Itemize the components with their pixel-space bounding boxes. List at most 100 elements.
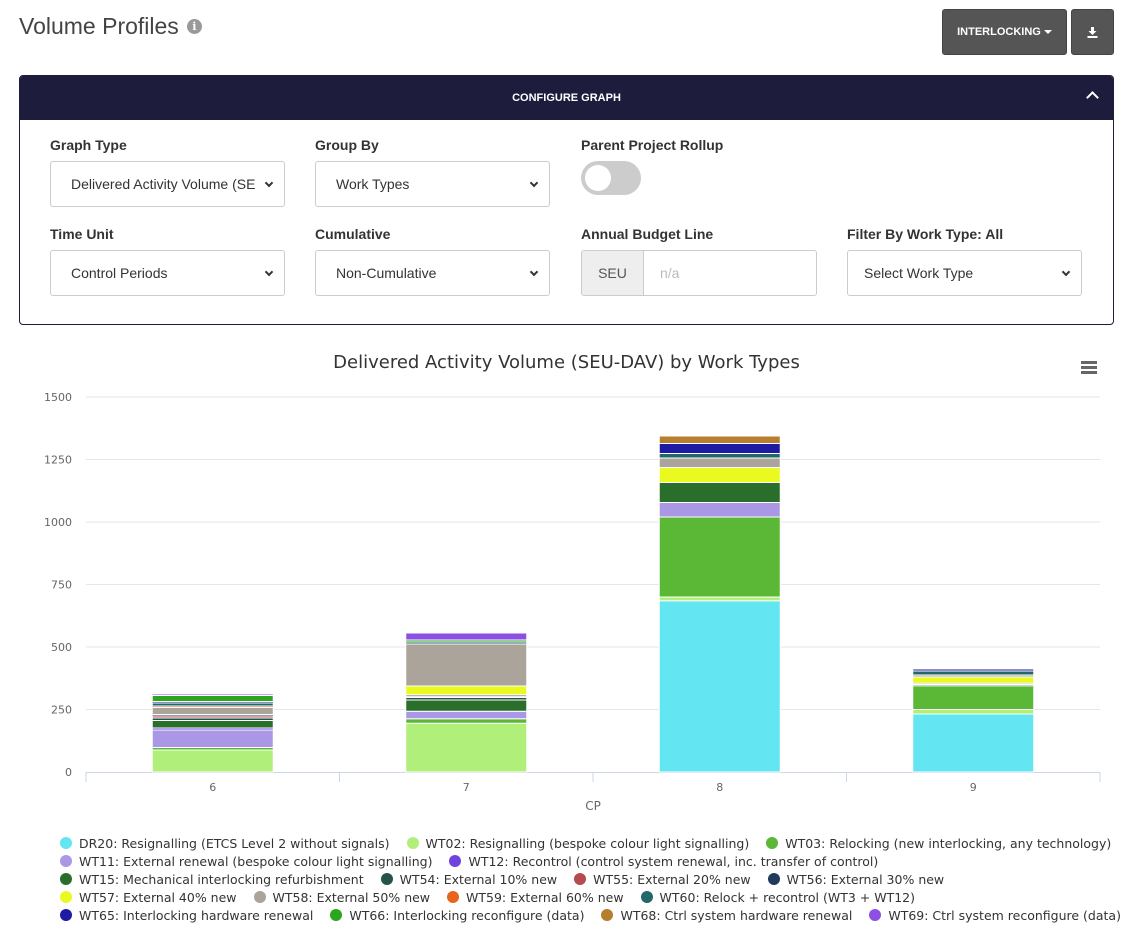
bar-segment: [405, 718, 528, 724]
interlocking-dropdown-button[interactable]: INTERLOCKING: [942, 9, 1067, 55]
legend-item[interactable]: WT66: Interlocking reconfigure (data): [330, 908, 584, 923]
legend-swatch: [253, 891, 266, 903]
legend-row: WT11: External renewal (bespoke colour l…: [60, 852, 1133, 870]
bar-segment: [658, 467, 781, 483]
group-by-field: Group By Work Types: [315, 137, 550, 207]
legend-item[interactable]: WT69: Ctrl system reconfigure (data): [869, 908, 1121, 923]
legend-label: WT55: External 20% new: [593, 871, 751, 887]
legend-item[interactable]: WT65: Interlocking hardware renewal: [60, 908, 313, 923]
legend-item[interactable]: WT03: Relocking (new interlocking, any t…: [766, 836, 1111, 851]
download-icon: [1087, 26, 1098, 38]
bar-segment: [151, 729, 274, 748]
parent-rollup-label: Parent Project Rollup: [581, 137, 724, 153]
chevron-down-icon: [1061, 267, 1071, 277]
legend-label: WT54: External 10% new: [399, 871, 558, 887]
legend-item[interactable]: WT57: External 40% new: [60, 890, 237, 905]
legend-swatch: [60, 837, 72, 849]
legend-item[interactable]: WT59: External 60% new: [447, 890, 624, 905]
bar-segment: [912, 685, 1035, 710]
graph-type-field: Graph Type Delivered Activity Volume (SE…: [50, 137, 285, 207]
legend-swatch: [330, 909, 343, 921]
legend-swatch: [574, 873, 587, 885]
budget-input[interactable]: n/a: [660, 265, 680, 281]
x-tick-label: 8: [716, 781, 723, 794]
bar-segment: [658, 482, 781, 503]
filter-work-type-value: Select Work Type: [864, 265, 974, 281]
parent-rollup-toggle[interactable]: [581, 161, 641, 195]
graph-type-label: Graph Type: [50, 137, 127, 153]
legend-swatch: [869, 909, 882, 921]
filter-work-type-label: Filter By Work Type: All: [847, 226, 1004, 242]
time-unit-label: Time Unit: [50, 226, 114, 242]
legend-item[interactable]: WT02: Resignalling (bespoke colour light…: [406, 835, 750, 851]
bar-segment: [151, 720, 274, 729]
legend-label: WT65: Interlocking hardware renewal: [79, 907, 314, 923]
group-by-select[interactable]: Work Types: [315, 161, 550, 207]
chevron-down-icon: [529, 178, 539, 188]
time-unit-value: Control Periods: [71, 265, 168, 281]
legend-label: WT11: External renewal (bespoke colour l…: [79, 853, 433, 869]
legend-swatch: [767, 873, 780, 885]
bar-segment: [151, 693, 274, 696]
bar-segment: [151, 707, 274, 715]
toggle-knob: [585, 165, 611, 191]
time-unit-field: Time Unit Control Periods: [50, 226, 285, 296]
chevron-up-icon[interactable]: [1086, 91, 1099, 104]
legend-item[interactable]: WT68: Ctrl system hardware renewal: [601, 908, 852, 923]
group-by-label: Group By: [315, 137, 379, 153]
stacked-bar-chart: 0 250 500 750 1000 1250 1500 6 7 8 9 CP: [44, 391, 1101, 813]
bar-segment: [912, 670, 1035, 676]
seu-addon: SEU: [582, 251, 644, 295]
legend-item[interactable]: WT60: Relock + recontrol (WT3 + WT12): [640, 890, 915, 905]
legend-label: WT58: External 50% new: [272, 889, 431, 905]
configure-graph-panel: CONFIGURE GRAPH Graph Type Delivered Act…: [19, 75, 1114, 325]
cumulative-field: Cumulative Non-Cumulative: [315, 226, 550, 296]
chevron-down-icon: [264, 267, 274, 277]
bar-segment: [658, 596, 781, 602]
legend-label: WT68: Ctrl system hardware renewal: [620, 907, 853, 923]
bar-segment: [405, 643, 528, 687]
legend-item[interactable]: WT54: External 10% new: [380, 871, 558, 887]
legend-swatch: [640, 891, 653, 903]
chart-title: Delivered Activity Volume (SEU-DAV) by W…: [333, 352, 800, 373]
legend-item[interactable]: WT11: External renewal (bespoke colour l…: [60, 854, 432, 869]
budget-input-group: SEU n/a: [581, 250, 817, 296]
y-tick-label: 1000: [44, 516, 72, 529]
legend-label: WT57: External 40% new: [79, 889, 237, 905]
info-icon[interactable]: i: [186, 19, 202, 34]
graph-type-select[interactable]: Delivered Activity Volume (SEU-DAV): [50, 161, 285, 207]
configure-graph-header[interactable]: CONFIGURE GRAPH: [20, 76, 1113, 120]
cumulative-select[interactable]: Non-Cumulative: [315, 250, 550, 296]
chevron-down-icon: [529, 267, 539, 277]
legend-item[interactable]: DR20: Resignalling (ETCS Level 2 without…: [60, 836, 390, 851]
cumulative-label: Cumulative: [315, 226, 391, 242]
filter-work-type-select[interactable]: Select Work Type: [847, 250, 1082, 296]
bar-segment: [658, 600, 781, 773]
legend-item[interactable]: WT56: External 30% new: [767, 872, 944, 887]
download-button[interactable]: [1071, 9, 1114, 55]
y-tick-label: 1250: [44, 454, 72, 467]
chart-menu-icon[interactable]: [1081, 361, 1097, 376]
legend-item[interactable]: WT15: Mechanical interlocking refurbishm…: [60, 872, 364, 887]
legend-label: WT59: External 60% new: [466, 889, 624, 905]
bar-segment: [912, 713, 1035, 773]
time-unit-select[interactable]: Control Periods: [50, 250, 285, 296]
legend-row: WT65: Interlocking hardware renewal WT66:…: [60, 906, 1133, 924]
bar-segment: [658, 443, 781, 454]
budget-line-field: Annual Budget Line SEU n/a: [581, 226, 817, 296]
legend-row: WT15: Mechanical interlocking refurbishm…: [60, 870, 1133, 888]
legend-item[interactable]: WT58: External 50% new: [253, 889, 431, 905]
legend-item[interactable]: WT55: External 20% new: [574, 872, 751, 887]
page-title-text: Volume Profiles: [19, 13, 179, 39]
budget-line-label: Annual Budget Line: [581, 226, 714, 242]
legend-label: WT66: Interlocking reconfigure (data): [349, 907, 585, 923]
bar-segment: [405, 710, 528, 720]
legend-label: WT02: Resignalling (bespoke colour light…: [425, 835, 750, 851]
legend-item[interactable]: WT12: Recontrol (control system renewal,…: [449, 854, 878, 869]
y-tick-label: 500: [51, 641, 72, 654]
legend-swatch: [60, 891, 72, 903]
x-tick-label: 6: [209, 781, 216, 794]
legend-label: WT15: Mechanical interlocking refurbishm…: [79, 871, 364, 887]
y-tick-label: 0: [65, 766, 72, 779]
cumulative-value: Non-Cumulative: [336, 265, 437, 281]
